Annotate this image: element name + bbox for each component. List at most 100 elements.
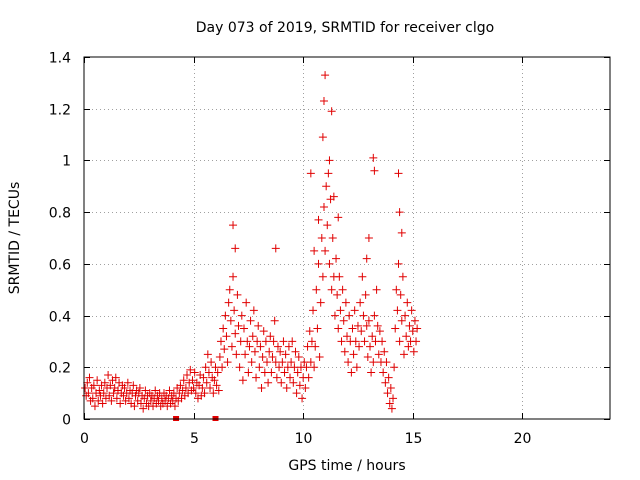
data-point — [319, 96, 328, 105]
data-point — [190, 368, 199, 377]
data-point — [306, 358, 315, 367]
data-point — [235, 363, 244, 372]
x-tick-label: 20 — [514, 431, 532, 447]
data-point — [231, 244, 240, 253]
data-point — [337, 337, 346, 346]
data-point — [293, 368, 302, 377]
data-point — [334, 213, 343, 222]
data-point — [359, 311, 368, 320]
data-point — [366, 342, 375, 351]
data-point — [220, 345, 229, 354]
data-point — [330, 311, 339, 320]
data-point — [239, 324, 248, 333]
data-point — [249, 306, 258, 315]
data-point — [413, 324, 422, 333]
y-axis-label: SRMTID / TECUs — [7, 182, 23, 295]
data-point — [397, 228, 406, 237]
data-point — [258, 352, 267, 361]
data-point — [204, 368, 213, 377]
data-point — [188, 376, 197, 385]
data-point — [183, 371, 192, 380]
data-point — [179, 376, 188, 385]
data-point — [135, 383, 144, 392]
data-point — [287, 358, 296, 367]
data-point — [104, 371, 113, 380]
data-point — [221, 311, 230, 320]
data-point — [298, 394, 307, 403]
data-point — [338, 285, 347, 294]
grid — [84, 57, 610, 419]
data-point — [245, 342, 254, 351]
data-point — [242, 298, 251, 307]
data-point — [356, 298, 365, 307]
data-point — [392, 285, 401, 294]
data-point — [334, 324, 343, 333]
data-point — [264, 378, 273, 387]
data-point — [398, 272, 407, 281]
data-point — [237, 311, 246, 320]
data-point — [106, 381, 115, 390]
x-tick-label: 10 — [295, 431, 313, 447]
data-point — [306, 169, 315, 178]
data-point — [383, 389, 392, 398]
data-point — [350, 306, 359, 315]
data-point — [408, 327, 417, 336]
data-point — [107, 396, 116, 405]
data-point — [301, 383, 310, 392]
data-point — [165, 386, 174, 395]
y-tick-label: 0.8 — [49, 206, 71, 222]
data-point — [387, 404, 396, 413]
data-point — [313, 324, 322, 333]
data-point — [323, 221, 332, 230]
data-point — [315, 352, 324, 361]
data-point — [83, 378, 92, 387]
data-point — [181, 383, 190, 392]
data-point — [394, 259, 403, 268]
data-point — [227, 342, 236, 351]
data-point — [304, 373, 313, 382]
data-point — [95, 386, 104, 395]
data-point — [312, 285, 321, 294]
data-point — [268, 352, 277, 361]
data-point — [325, 156, 334, 165]
x-axis-label: GPS time / hours — [288, 458, 405, 474]
data-point — [279, 337, 288, 346]
chart-title: Day 073 of 2019, SRMTID for receiver clg… — [196, 20, 494, 36]
data-point — [238, 376, 247, 385]
data-point — [394, 169, 403, 178]
data-point — [343, 332, 351, 341]
data-point — [120, 383, 129, 392]
data-point — [324, 169, 333, 178]
data-point — [259, 327, 268, 336]
data-point — [223, 358, 232, 367]
data-point — [402, 332, 411, 341]
data-point — [295, 381, 304, 390]
data-point — [263, 358, 272, 367]
data-point — [244, 368, 253, 377]
data-point — [253, 337, 262, 346]
data-point — [88, 394, 97, 403]
data-point — [277, 378, 286, 387]
data-point — [230, 306, 239, 315]
data-point — [234, 321, 243, 330]
data-point — [252, 373, 261, 382]
data-point — [213, 368, 222, 377]
data-point — [362, 321, 371, 330]
data-points — [81, 71, 422, 421]
x-tick-label: 5 — [190, 431, 199, 447]
axis-ticks — [84, 57, 610, 420]
data-point — [395, 337, 404, 346]
data-point — [233, 290, 242, 299]
data-point — [367, 368, 376, 377]
data-point — [294, 352, 303, 361]
data-point — [327, 285, 336, 294]
data-point — [412, 337, 421, 346]
data-point — [225, 285, 234, 294]
data-point — [341, 298, 350, 307]
data-point — [372, 285, 381, 294]
data-point — [270, 316, 279, 325]
data-point — [130, 402, 139, 411]
data-point — [344, 358, 353, 367]
data-point — [226, 316, 235, 325]
data-point — [272, 373, 281, 382]
